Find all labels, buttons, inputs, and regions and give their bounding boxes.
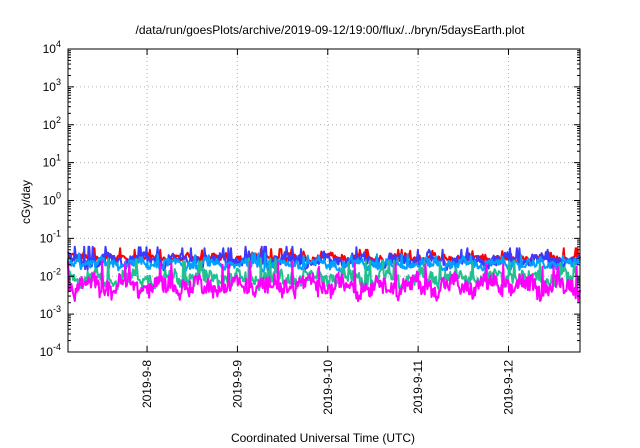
series-group (67, 245, 581, 303)
x-ticks: 2019-9-8 2019-9-9 2019-9-10 2019-9-11 2019-9… (140, 49, 515, 415)
series-line (67, 245, 581, 272)
x-tick-label: 2019-9-12 (501, 360, 515, 415)
y-tick-label: 10-2 (40, 266, 61, 283)
y-tick-base: 10 (43, 194, 57, 208)
y-tick-exponent: -3 (53, 304, 61, 314)
y-axis-label: cGy/day (19, 180, 33, 224)
y-tick-exponent: -2 (53, 266, 61, 276)
plot-frame (67, 48, 581, 353)
y-tick-exponent: -1 (53, 228, 61, 238)
y-tick-base: 10 (40, 307, 54, 321)
y-tick-base: 10 (43, 80, 57, 94)
y-tick-base: 10 (40, 345, 54, 359)
y-tick-exponent: -4 (53, 342, 61, 352)
y-tick-base: 10 (43, 118, 57, 132)
y-tick-exponent: 3 (56, 77, 61, 87)
y-tick-label: 10-4 (40, 342, 61, 359)
y-tick-base: 10 (43, 156, 57, 170)
x-tick-label: 2019-9-9 (230, 360, 244, 408)
y-tick-base: 10 (43, 42, 57, 56)
y-tick-exponent: 0 (56, 191, 61, 201)
y-tick-base: 10 (40, 269, 54, 283)
y-tick-exponent: 4 (56, 39, 61, 49)
y-tick-label: 100 (43, 191, 61, 208)
y-tick-label: 103 (43, 77, 61, 94)
series-line (67, 252, 581, 273)
y-tick-label: 10-1 (40, 228, 61, 245)
y-tick-label: 104 (43, 39, 61, 56)
y-tick-label: 10-3 (40, 304, 61, 321)
chart-title: /data/run/goesPlots/archive/2019-09-12/1… (136, 23, 526, 37)
x-axis-label: Coordinated Universal Time (UTC) (231, 431, 415, 445)
x-tick-label: 2019-9-11 (411, 360, 425, 414)
y-tick-exponent: 1 (56, 153, 61, 163)
x-tick-label: 2019-9-10 (321, 360, 335, 415)
y-tick-label: 102 (43, 115, 61, 132)
y-tick-base: 10 (40, 231, 54, 245)
x-tick-label: 2019-9-8 (140, 360, 154, 408)
y-tick-exponent: 2 (56, 115, 61, 125)
y-tick-label: 101 (43, 153, 61, 170)
series-line (67, 260, 581, 303)
grid (68, 49, 580, 352)
